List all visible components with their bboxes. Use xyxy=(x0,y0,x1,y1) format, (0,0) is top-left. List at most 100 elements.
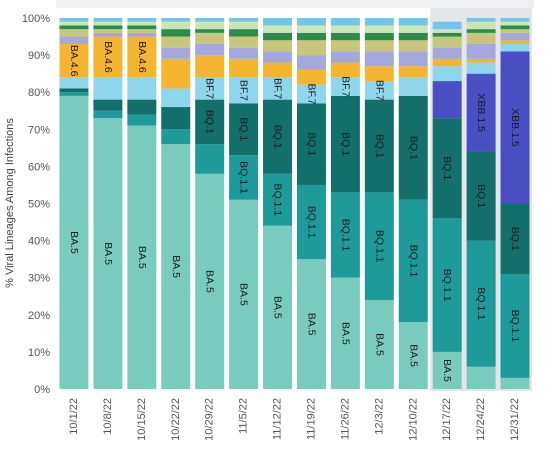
bar-segment-ba-4-6-11-5-22 xyxy=(229,58,259,78)
bar-segment-other-10-1-22 xyxy=(59,36,89,44)
segment-label-xbb-1-5-12-24-22: XBB.1.5 xyxy=(475,93,487,132)
bar-segment-other-12-17-22 xyxy=(432,32,462,37)
bar-segment-bf-7-10-22-22 xyxy=(161,88,191,108)
bar-segment-ba-4-6-11-12-22 xyxy=(263,62,293,78)
bar-segment-other-12-10-22 xyxy=(398,25,428,33)
y-tick-label-90: 90% xyxy=(28,50,50,62)
segment-label-bq-1-11-19-22: BQ.1 xyxy=(305,132,317,156)
bar-segment-ba-4-6-10-15-22 xyxy=(127,36,157,78)
segment-label-ba-5-12-17-22: BA.5 xyxy=(441,359,453,382)
y-axis-title: % Viral Lineages Among Infections xyxy=(4,118,16,288)
bar-segment-ba-4-6-10-8-22 xyxy=(93,36,123,78)
bar-segment-bq-1-10-1-22 xyxy=(59,88,89,93)
bar-segment-other-10-29-22 xyxy=(195,18,225,22)
bar-segment-other-12-3-22 xyxy=(364,25,394,33)
bar-segment-other-10-1-22 xyxy=(59,25,89,30)
bar-segment-bf-7-11-19-22 xyxy=(296,84,326,104)
bar-segment-other-12-3-22 xyxy=(364,51,394,67)
y-tick-label-50: 50% xyxy=(28,199,50,211)
bar-segment-bq-1-1-11-26-22 xyxy=(330,192,360,278)
bar-segment-other-12-24-22 xyxy=(466,29,496,33)
bar-segment-other-12-3-22 xyxy=(364,32,394,41)
bar-segment-bf-7-12-31-22 xyxy=(500,43,530,52)
bar-segment-other-11-19-22 xyxy=(296,18,326,26)
bar-segment-bf-7-12-17-22 xyxy=(432,66,462,82)
bar-segment-bq-1-12-10-22 xyxy=(398,95,428,200)
y-tick-label-20: 20% xyxy=(28,310,50,322)
segment-label-bq-1-12-3-22: BQ.1 xyxy=(373,134,385,158)
segment-label-ba-4-6-10-15-22: BA.4.6 xyxy=(136,41,148,73)
bar-segment-ba-5-12-24-22 xyxy=(466,366,496,389)
bar-segment-bf-7-10-29-22 xyxy=(195,77,225,100)
bar-segment-other-11-12-22 xyxy=(263,32,293,41)
y-tick-label-70: 70% xyxy=(28,124,50,136)
bar-segment-bf-7-12-3-22 xyxy=(364,81,394,100)
bar-segment-other-11-5-22 xyxy=(229,18,259,22)
bar-segment-other-12-24-22 xyxy=(466,21,496,30)
bar-segment-bf-7-12-10-22 xyxy=(398,77,428,96)
bar-segment-ba-5-11-5-22 xyxy=(229,199,259,389)
segment-label-ba-5-11-12-22: BA.5 xyxy=(272,296,284,319)
bar-segment-bf-7-10-1-22 xyxy=(59,77,89,89)
bar-segment-xbb-1-5-12-17-22 xyxy=(432,81,462,119)
bar-segment-bq-1-1-11-12-22 xyxy=(263,173,293,226)
bar-segment-other-10-1-22 xyxy=(59,21,89,26)
bar-segment-other-12-3-22 xyxy=(364,18,394,26)
y-tick-label-80: 80% xyxy=(28,87,50,99)
bar-segment-other-10-15-22 xyxy=(127,18,157,22)
bar-segment-other-10-22-22 xyxy=(161,18,191,22)
bar-segment-bq-1-11-26-22 xyxy=(330,95,360,193)
bar-segment-bq-1-12-17-22 xyxy=(432,118,462,219)
bar-segment-bq-1-10-29-22 xyxy=(195,99,225,145)
x-tick-label-12-24-22: 12/24/22 xyxy=(475,398,487,441)
segment-label-bq-1-12-24-22: BQ.1 xyxy=(475,184,487,208)
bar-segment-bq-1-1-12-31-22 xyxy=(500,273,530,378)
x-tick-label-12-3-22: 12/3/22 xyxy=(373,398,385,435)
bar-segment-ba-4-6-11-26-22 xyxy=(330,62,360,78)
bar-segment-bf-7-12-24-22 xyxy=(466,62,496,74)
bar-segment-ba-4-6-12-31-22 xyxy=(500,40,530,44)
bar-segment-other-11-19-22 xyxy=(296,40,326,56)
y-tick-label-60: 60% xyxy=(28,161,50,173)
x-tick-label-10-29-22: 10/29/22 xyxy=(204,398,216,441)
bar-segment-bq-1-1-10-22-22 xyxy=(161,129,191,145)
segment-label-bq-1-11-5-22: BQ.1 xyxy=(238,117,250,141)
bar-segment-other-12-17-22 xyxy=(432,29,462,33)
bar-segment-other-11-19-22 xyxy=(296,25,326,33)
bar-segment-ba-5-11-12-22 xyxy=(263,225,293,389)
bar-segment-other-12-24-22 xyxy=(466,18,496,22)
bar-segment-bq-1-12-24-22 xyxy=(466,151,496,241)
bar-segment-bq-1-1-11-19-22 xyxy=(296,184,326,260)
bar-segment-other-11-19-22 xyxy=(296,55,326,70)
bar-segment-ba-4-6-12-10-22 xyxy=(398,66,428,78)
bar-segment-other-11-26-22 xyxy=(330,32,360,41)
bar-segment-other-10-15-22 xyxy=(127,21,157,26)
bar-segment-ba-5-12-17-22 xyxy=(432,351,462,389)
segment-label-bq-1-1-12-24-22: BQ.1.1 xyxy=(475,287,487,320)
segment-label-bq-1-12-10-22: BQ.1 xyxy=(407,136,419,160)
segment-label-ba-5-11-26-22: BA.5 xyxy=(339,322,351,345)
bar-segment-other-10-15-22 xyxy=(127,29,157,33)
bar-segment-ba-5-12-31-22 xyxy=(500,377,530,389)
bar-segment-ba-5-10-15-22 xyxy=(127,125,157,389)
bar-segment-other-11-5-22 xyxy=(229,21,259,30)
x-tick-label-10-22-22: 10/22/22 xyxy=(170,398,182,441)
segment-label-bq-1-1-11-5-22: BQ.1.1 xyxy=(238,161,250,194)
bar-segment-bq-1-11-19-22 xyxy=(296,103,326,185)
bar-segment-ba-4-6-11-19-22 xyxy=(296,69,326,85)
bar-segment-other-11-12-22 xyxy=(263,18,293,26)
y-tick-label-40: 40% xyxy=(28,236,50,248)
bar-segment-other-10-15-22 xyxy=(127,25,157,30)
segment-label-bq-1-1-12-17-22: BQ.1.1 xyxy=(441,269,453,302)
bar-segment-other-12-31-22 xyxy=(500,21,530,26)
bar-segment-ba-4-6-12-17-22 xyxy=(432,58,462,67)
bar-segment-other-12-24-22 xyxy=(466,32,496,44)
bar-segment-other-11-26-22 xyxy=(330,25,360,33)
bar-segment-other-10-1-22 xyxy=(59,18,89,22)
bar-segment-other-12-31-22 xyxy=(500,25,530,30)
segment-label-bf-7-11-12-22: BF.7 xyxy=(272,78,284,99)
bar-segment-bq-1-1-10-1-22 xyxy=(59,92,89,96)
bar-segment-bq-1-1-12-24-22 xyxy=(466,240,496,367)
bar-segment-other-11-12-22 xyxy=(263,40,293,52)
